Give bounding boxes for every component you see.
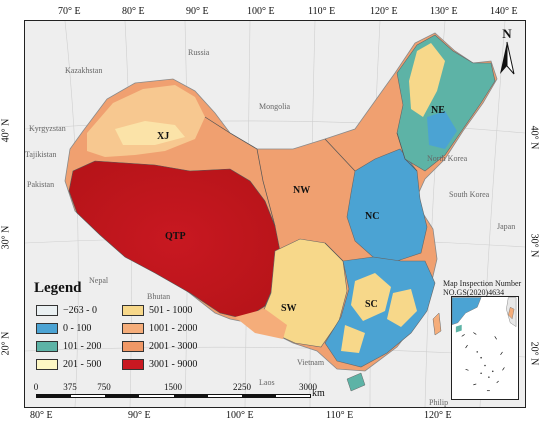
tick-left-20n: 20° N — [0, 331, 12, 356]
region-ne: NE — [431, 105, 445, 116]
tick-bottom-100e: 100° E — [226, 410, 254, 421]
hainan-island — [346, 372, 366, 392]
inspection-line-1: Map Inspection Number — [443, 279, 522, 288]
north-label: N — [502, 26, 512, 41]
map-frame: Russia Kazakhstan Kyrgyzstan Tajikistan … — [24, 20, 526, 408]
tick-top-110e: 110° E — [308, 6, 336, 17]
country-bhutan: Bhutan — [147, 292, 170, 301]
tick-left-40n: 40° N — [0, 118, 12, 143]
scale-label-3000: 3000 — [299, 382, 317, 392]
country-labels: Russia Kazakhstan Kyrgyzstan Tajikistan … — [25, 48, 515, 407]
scale-label-750: 750 — [97, 382, 111, 392]
scale-label-2250: 2250 — [233, 382, 251, 392]
tick-bottom-80e: 80° E — [30, 410, 53, 421]
country-pakistan: Pakistan — [27, 180, 54, 189]
scale-bar: 0 375 750 1500 2250 3000 km — [30, 382, 325, 402]
inspection-line-2: NO.GS(2020)4634 — [443, 288, 505, 297]
legend-swatch-3 — [36, 341, 58, 352]
legend-label-5: 501 - 1000 — [149, 305, 193, 316]
legend-item-4: 201 - 500 — [36, 358, 101, 371]
region-boundaries — [204, 116, 418, 262]
legend-item-1: −263 - 0 — [36, 304, 97, 317]
songnen-plain — [427, 111, 457, 149]
tick-left-30n: 30° N — [0, 225, 12, 250]
region-sc: SC — [365, 299, 378, 310]
yunnan-area — [235, 309, 287, 339]
legend-label-3: 101 - 200 — [63, 341, 102, 352]
tick-top-120e: 120° E — [370, 6, 398, 17]
country-russia: Russia — [188, 48, 210, 57]
tick-right-40n: 40° N — [528, 125, 540, 150]
legend-swatch-5 — [122, 305, 144, 316]
country-south-korea: South Korea — [449, 190, 490, 199]
tick-top-100e: 100° E — [247, 6, 275, 17]
legend-label-1: −263 - 0 — [63, 305, 97, 316]
tick-right-20n: 20° N — [528, 341, 540, 366]
tick-top-80e: 80° E — [122, 6, 145, 17]
country-laos: Laos — [259, 378, 275, 387]
north-arrow-icon: N — [500, 26, 515, 75]
taklamakan-area — [115, 121, 185, 145]
south-china-sea-inset — [451, 296, 519, 400]
legend-item-2: 0 - 100 — [36, 322, 91, 335]
country-philippines: Philip — [429, 398, 448, 407]
country-japan: Japan — [497, 222, 515, 231]
region-qtp: QTP — [165, 231, 186, 242]
region-nw: NW — [293, 185, 310, 196]
legend-item-8: 3001 - 9000 — [122, 358, 197, 371]
tick-right-30n: 30° N — [528, 233, 540, 258]
tick-bottom-120e: 120° E — [424, 410, 452, 421]
taiwan-island — [432, 312, 442, 336]
region-xj: XJ — [157, 131, 169, 142]
legend-swatch-2 — [36, 323, 58, 334]
legend-swatch-6 — [122, 323, 144, 334]
region-sw: SW — [281, 303, 297, 314]
region-nc: NC — [365, 211, 379, 222]
legend: Legend −263 - 0 0 - 100 101 - 200 201 - … — [30, 280, 226, 378]
sc-hills — [341, 273, 417, 353]
legend-item-6: 1001 - 2000 — [122, 322, 197, 335]
scale-bar-segments — [36, 394, 311, 398]
legend-item-7: 2001 - 3000 — [122, 340, 197, 353]
tick-top-140e: 140° E — [490, 6, 518, 17]
tick-bottom-90e: 90° E — [128, 410, 151, 421]
legend-swatch-4 — [36, 359, 58, 370]
khingan-range — [409, 43, 445, 117]
region-nc-area — [346, 148, 428, 262]
country-north-korea: North Korea — [427, 154, 468, 163]
legend-label-6: 1001 - 2000 — [149, 323, 198, 334]
tick-top-130e: 130° E — [430, 6, 458, 17]
legend-swatch-7 — [122, 341, 144, 352]
tick-top-70e: 70° E — [58, 6, 81, 17]
legend-label-2: 0 - 100 — [63, 323, 92, 334]
country-vietnam: Vietnam — [297, 358, 325, 367]
country-kyrgyzstan: Kyrgyzstan — [29, 124, 66, 133]
scale-label-1500: 1500 — [164, 382, 182, 392]
scale-unit: km — [312, 388, 325, 399]
region-labels: XJ NW QTP NE NC SW SC — [157, 105, 445, 314]
legend-label-8: 3001 - 9000 — [149, 359, 198, 370]
country-kazakhstan: Kazakhstan — [65, 66, 102, 75]
inspection-note: Map Inspection Number NO.GS(2020)4634 — [443, 279, 521, 297]
legend-title: Legend — [34, 280, 82, 296]
map-canvas: Russia Kazakhstan Kyrgyzstan Tajikistan … — [25, 21, 525, 407]
legend-label-7: 2001 - 3000 — [149, 341, 198, 352]
scale-label-375: 375 — [63, 382, 77, 392]
legend-swatch-8 — [122, 359, 144, 370]
country-mongolia: Mongolia — [259, 102, 291, 111]
country-tajikistan: Tajikistan — [25, 150, 56, 159]
country-nepal: Nepal — [89, 276, 109, 285]
scale-label-0: 0 — [33, 382, 39, 392]
tick-bottom-110e: 110° E — [326, 410, 354, 421]
legend-swatch-1 — [36, 305, 58, 316]
legend-item-3: 101 - 200 — [36, 340, 101, 353]
legend-label-4: 201 - 500 — [63, 359, 102, 370]
tick-top-90e: 90° E — [186, 6, 209, 17]
legend-item-5: 501 - 1000 — [122, 304, 192, 317]
